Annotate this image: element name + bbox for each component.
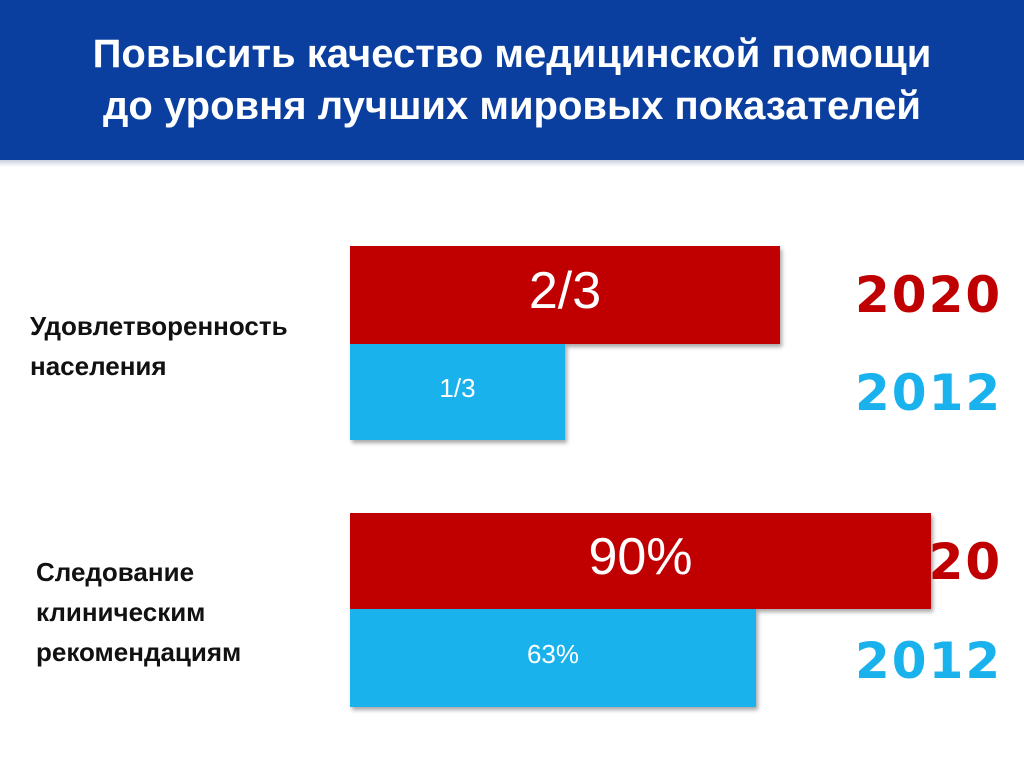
year-label-2012: 2012	[855, 364, 1003, 422]
group-label-line: населения	[30, 351, 167, 381]
header-banner: Повысить качество медицинской помощи до …	[0, 0, 1024, 160]
group-label-guidelines: Следование клиническим рекомендациям	[36, 552, 241, 672]
group-label-line: Удовлетворенность	[30, 311, 288, 341]
group-label-line: рекомендациям	[36, 637, 242, 667]
year-label-2020: 2020	[855, 266, 1003, 324]
bar-guidelines-2020: 90%	[350, 513, 931, 609]
title-line-2: до уровня лучших мировых показателей	[102, 84, 922, 128]
title-line-1: Повысить качество медицинской помощи	[92, 32, 932, 76]
bar-guidelines-2012: 63%	[350, 609, 756, 707]
bar-value-label: 63%	[526, 638, 580, 669]
bar-value-label: 1/3	[439, 372, 476, 403]
header-divider	[0, 160, 1024, 167]
year-label-2020: 2020	[855, 533, 1003, 591]
group-label-satisfaction: Удовлетворенность населения	[30, 306, 288, 386]
group-label-line: Следование	[36, 557, 195, 587]
bar-satisfaction-2020: 2/3	[350, 246, 780, 344]
year-label-2012: 2012	[855, 632, 1003, 690]
group-label-line: клиническим	[36, 597, 206, 627]
bar-value-label: 90%	[588, 528, 693, 586]
bar-value-label: 2/3	[528, 262, 602, 320]
bar-satisfaction-2012: 1/3	[350, 344, 565, 440]
